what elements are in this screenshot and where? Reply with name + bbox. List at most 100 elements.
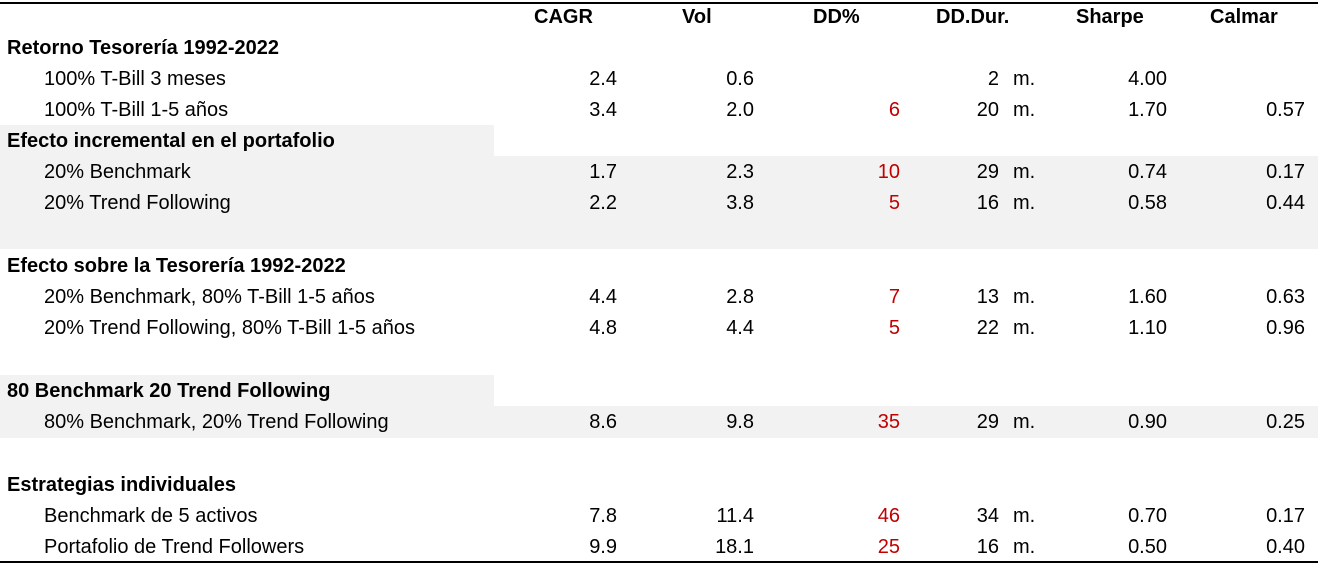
sharpe-value: 0.70	[1128, 505, 1167, 527]
table-row: 100% T-Bill 3 meses 2.4 0.6 2 m. 4.00	[0, 64, 1318, 95]
shade-band-section-2-body	[0, 156, 1318, 249]
cagr-value: 4.8	[589, 317, 617, 339]
row-label: 100% T-Bill 3 meses	[44, 68, 226, 90]
calmar-value: 0.17	[1266, 505, 1305, 527]
calmar-value: 0.44	[1266, 192, 1305, 214]
cagr-value: 7.8	[589, 505, 617, 527]
row-label: 20% Trend Following	[44, 192, 231, 214]
table-row: 20% Trend Following 2.2 3.8 5 16 m. 0.58…	[0, 188, 1318, 219]
header-dd: DD%	[813, 6, 860, 28]
vol-value: 0.6	[726, 68, 754, 90]
bottom-rule	[0, 561, 1318, 563]
dd-duration-value: 20	[976, 99, 999, 121]
row-label: 20% Benchmark, 80% T-Bill 1-5 años	[44, 286, 375, 308]
table-row: 20% Trend Following, 80% T-Bill 1-5 años…	[0, 313, 1318, 344]
row-label: 80% Benchmark, 20% Trend Following	[44, 411, 389, 433]
section-title: Estrategias individuales	[7, 474, 236, 496]
cagr-value: 2.4	[589, 68, 617, 90]
row-label: Benchmark de 5 activos	[44, 505, 258, 527]
dd-value: 7	[888, 286, 900, 308]
dd-value: 35	[877, 411, 900, 433]
calmar-value: 0.40	[1266, 536, 1305, 558]
section-title-row: Efecto incremental en el portafolio	[0, 126, 1318, 157]
calmar-value: 0.57	[1266, 99, 1305, 121]
dd-duration-unit: m.	[1013, 411, 1036, 433]
cagr-value: 4.4	[589, 286, 617, 308]
header-dd-duration: DD.Dur.	[936, 6, 1010, 28]
header-calmar: Calmar	[1210, 6, 1278, 28]
dd-duration-unit: m.	[1013, 99, 1036, 121]
vol-value: 9.8	[726, 411, 754, 433]
cagr-value: 3.4	[589, 99, 617, 121]
dd-duration-value: 16	[976, 536, 999, 558]
cagr-value: 1.7	[589, 161, 617, 183]
row-label: Portafolio de Trend Followers	[44, 536, 305, 558]
dd-duration-value: 29	[976, 161, 999, 183]
table-row: Benchmark de 5 activos 7.8 11.4 46 34 m.…	[0, 501, 1318, 532]
header-cagr: CAGR	[534, 6, 593, 28]
table-header-row: CAGR Vol DD% DD.Dur. Sharpe Calmar	[0, 2, 1318, 33]
table-row: 20% Benchmark 1.7 2.3 10 29 m. 0.74 0.17	[0, 157, 1318, 188]
dd-duration-value: 29	[976, 411, 999, 433]
dd-value: 5	[888, 192, 900, 214]
dd-value: 6	[888, 99, 900, 121]
calmar-value: 0.17	[1266, 161, 1305, 183]
dd-duration-unit: m.	[1013, 317, 1036, 339]
vol-value: 2.0	[726, 99, 754, 121]
row-label: 20% Benchmark	[44, 161, 191, 183]
section-title: Efecto sobre la Tesorería 1992-2022	[7, 255, 346, 277]
sharpe-value: 0.50	[1128, 536, 1167, 558]
vol-value: 2.3	[726, 161, 754, 183]
dd-duration-unit: m.	[1013, 161, 1036, 183]
section-title-row: Retorno Tesorería 1992-2022	[0, 33, 1318, 64]
vol-value: 3.8	[726, 192, 754, 214]
dd-duration-value: 34	[976, 505, 999, 527]
calmar-value: 0.25	[1266, 411, 1305, 433]
dd-duration-unit: m.	[1013, 505, 1036, 527]
dd-duration-unit: m.	[1013, 68, 1036, 90]
cagr-value: 8.6	[589, 411, 617, 433]
header-vol: Vol	[682, 6, 712, 28]
dd-value: 10	[877, 161, 900, 183]
sharpe-value: 0.90	[1128, 411, 1167, 433]
dd-duration-unit: m.	[1013, 286, 1036, 308]
sharpe-value: 4.00	[1128, 68, 1167, 90]
sharpe-value: 0.58	[1128, 192, 1167, 214]
cagr-value: 2.2	[589, 192, 617, 214]
dd-value: 25	[877, 536, 900, 558]
section-title-row: 80 Benchmark 20 Trend Following	[0, 376, 1318, 407]
cagr-value: 9.9	[589, 536, 617, 558]
vol-value: 2.8	[726, 286, 754, 308]
section-title: 80 Benchmark 20 Trend Following	[7, 380, 331, 402]
dd-duration-value: 13	[976, 286, 999, 308]
section-title-row: Efecto sobre la Tesorería 1992-2022	[0, 251, 1318, 282]
row-label: 100% T-Bill 1-5 años	[44, 99, 229, 121]
shade-band-section-2-title	[0, 125, 494, 156]
sharpe-value: 0.74	[1128, 161, 1167, 183]
sharpe-value: 1.10	[1128, 317, 1167, 339]
table-row: 80% Benchmark, 20% Trend Following 8.6 9…	[0, 407, 1318, 438]
table-row: Portafolio de Trend Followers 9.9 18.1 2…	[0, 532, 1318, 563]
shade-band-section-4-body	[0, 406, 1318, 438]
vol-value: 4.4	[726, 317, 754, 339]
section-title: Retorno Tesorería 1992-2022	[7, 37, 279, 59]
shade-band-section-4-title	[0, 375, 494, 406]
sharpe-value: 1.70	[1128, 99, 1167, 121]
section-title-row: Estrategias individuales	[0, 470, 1318, 501]
top-rule	[0, 2, 1318, 4]
vol-value: 18.1	[715, 536, 754, 558]
dd-duration-value: 16	[976, 192, 999, 214]
table-row: 100% T-Bill 1-5 años 3.4 2.0 6 20 m. 1.7…	[0, 95, 1318, 126]
dd-duration-value: 2	[987, 68, 999, 90]
section-title: Efecto incremental en el portafolio	[7, 130, 335, 152]
calmar-value: 0.96	[1266, 317, 1305, 339]
table-row: 20% Benchmark, 80% T-Bill 1-5 años 4.4 2…	[0, 282, 1318, 313]
calmar-value: 0.63	[1266, 286, 1305, 308]
dd-value: 46	[877, 505, 900, 527]
sharpe-value: 1.60	[1128, 286, 1167, 308]
dd-duration-unit: m.	[1013, 192, 1036, 214]
vol-value: 11.4	[716, 505, 754, 527]
dd-duration-unit: m.	[1013, 536, 1036, 558]
dd-value: 5	[888, 317, 900, 339]
row-label: 20% Trend Following, 80% T-Bill 1-5 años	[44, 317, 415, 339]
